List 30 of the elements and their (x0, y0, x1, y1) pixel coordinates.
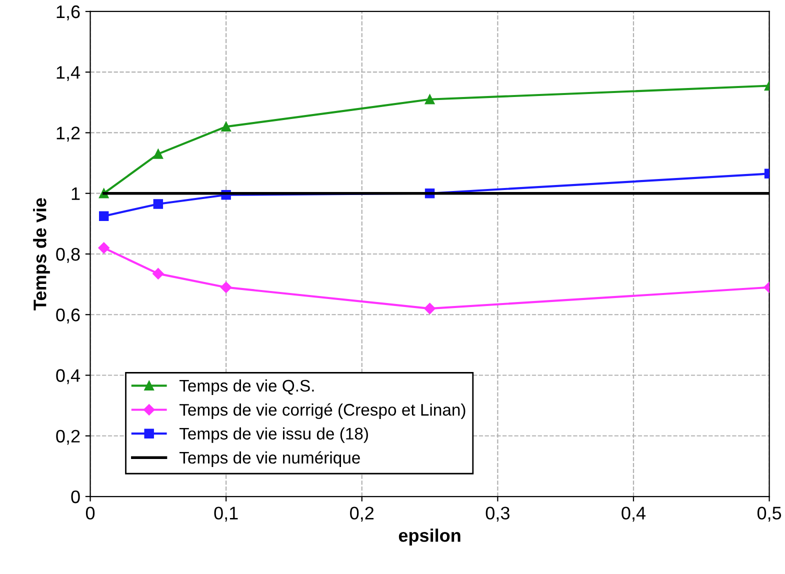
x-axis-title: epsilon (398, 528, 460, 546)
y-tick-label: 0 (71, 490, 80, 504)
x-tick-label: 0,2 (350, 506, 374, 522)
point (153, 149, 164, 159)
point (98, 242, 110, 254)
point (220, 282, 232, 293)
y-tick-label: 0,4 (56, 369, 80, 384)
y-tick-label: 0,6 (56, 308, 80, 324)
legend-label: Temps de vie numérique (179, 451, 360, 467)
y-tick-label: 1 (72, 187, 80, 200)
x-tick-label: 0,3 (486, 506, 510, 522)
point (221, 122, 231, 132)
point (424, 302, 436, 314)
y-tick-label: 1,4 (56, 66, 80, 81)
point (98, 211, 109, 221)
x-tick-label: 0,5 (757, 506, 782, 522)
y-tick-label: 1,6 (56, 5, 80, 20)
legend-label: Temps de vie Q.S. (179, 379, 314, 395)
legend-label: Temps de vie corrigé (Crespo et Linan) (179, 403, 466, 420)
x-tick-label: 0,1 (214, 506, 238, 522)
y-tick-label: 0,8 (56, 248, 80, 263)
x-tick-label: 0 (86, 506, 95, 520)
y-tick-label: 0,2 (56, 430, 80, 445)
x-tick-label: 0,4 (622, 506, 646, 522)
y-axis-title: Temps de vie (33, 198, 50, 310)
point (152, 268, 164, 280)
point (424, 94, 435, 104)
y-tick-label: 1,2 (56, 126, 80, 142)
legend-label: Temps de vie issu de (18) (179, 427, 368, 443)
point (153, 199, 164, 209)
